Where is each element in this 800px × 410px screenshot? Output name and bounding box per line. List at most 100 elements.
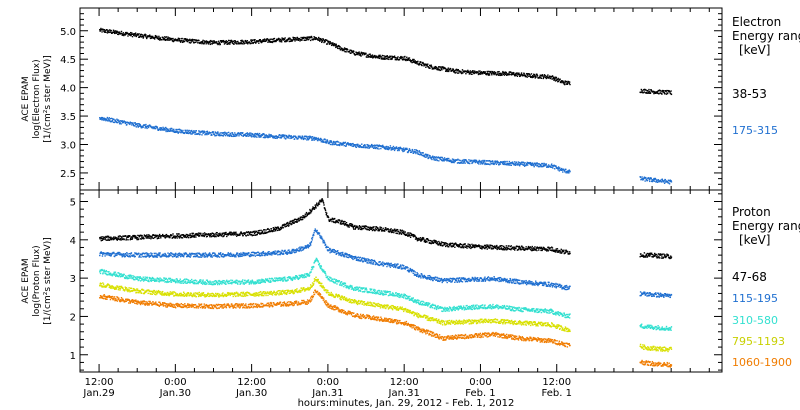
data-point xyxy=(533,164,535,166)
data-point xyxy=(191,133,193,135)
data-point xyxy=(403,59,405,61)
data-point xyxy=(650,177,652,180)
data-point xyxy=(444,244,446,246)
data-point xyxy=(289,137,291,140)
data-point xyxy=(179,131,181,133)
data-point xyxy=(112,118,114,121)
data-point xyxy=(179,253,181,255)
data-point xyxy=(145,123,147,126)
data-point xyxy=(431,156,434,158)
data-point xyxy=(449,159,451,161)
data-point xyxy=(405,59,407,62)
data-point xyxy=(281,226,283,228)
data-point xyxy=(372,228,375,231)
data-point xyxy=(349,144,351,146)
data-point xyxy=(211,232,214,235)
data-point xyxy=(293,218,296,221)
data-point xyxy=(268,39,270,41)
data-point xyxy=(642,256,645,258)
data-point xyxy=(280,228,282,230)
data-point xyxy=(329,219,331,222)
data-point xyxy=(450,161,453,164)
data-point xyxy=(105,239,107,241)
data-point xyxy=(176,255,178,257)
data-point xyxy=(295,249,298,252)
data-point xyxy=(393,146,395,149)
data-point xyxy=(526,161,528,164)
data-point xyxy=(115,32,117,34)
data-point xyxy=(396,228,398,231)
data-point xyxy=(254,41,257,43)
data-point xyxy=(645,177,647,179)
data-point xyxy=(668,179,670,182)
data-point xyxy=(117,235,120,238)
data-point xyxy=(139,253,142,256)
data-point xyxy=(551,75,553,78)
data-point xyxy=(213,133,216,136)
data-point xyxy=(239,253,241,256)
data-point xyxy=(534,246,536,248)
data-point xyxy=(438,240,440,243)
data-point xyxy=(120,120,122,122)
data-point xyxy=(252,231,254,233)
data-point xyxy=(200,41,203,43)
data-point xyxy=(426,241,428,243)
data-point xyxy=(438,68,440,71)
data-point xyxy=(207,42,209,44)
data-point xyxy=(309,242,311,244)
data-point xyxy=(371,227,373,229)
data-point xyxy=(283,137,286,139)
data-point xyxy=(426,155,429,157)
data-point xyxy=(173,130,175,132)
data-point xyxy=(224,233,227,235)
data-point xyxy=(545,249,547,251)
data-point xyxy=(179,255,182,258)
data-point xyxy=(217,255,220,258)
data-point xyxy=(657,179,660,181)
data-point xyxy=(327,216,330,219)
data-point xyxy=(220,254,222,256)
data-point xyxy=(153,38,156,40)
data-point xyxy=(402,231,404,234)
data-point xyxy=(262,250,265,253)
data-point xyxy=(385,227,387,229)
data-point xyxy=(177,40,179,42)
data-point xyxy=(185,40,188,42)
data-point xyxy=(533,165,535,168)
data-point xyxy=(360,145,362,148)
data-point xyxy=(556,78,559,81)
data-point xyxy=(504,161,507,163)
data-point xyxy=(486,248,488,250)
data-point xyxy=(286,40,288,42)
data-point xyxy=(358,51,360,53)
data-point xyxy=(385,145,388,148)
data-point xyxy=(395,230,397,232)
data-point xyxy=(495,247,497,249)
data-point xyxy=(471,243,473,246)
data-point xyxy=(241,233,244,235)
data-point xyxy=(311,236,314,239)
data-point xyxy=(452,160,455,162)
data-point xyxy=(307,39,309,41)
data-point xyxy=(297,138,299,140)
data-point xyxy=(557,167,559,170)
data-point xyxy=(210,232,212,235)
x-tick-label-time: 12:00 xyxy=(542,377,571,388)
data-point xyxy=(203,131,205,133)
data-point xyxy=(177,254,180,256)
data-point xyxy=(516,164,519,166)
data-point xyxy=(117,119,120,121)
data-point xyxy=(301,135,304,138)
data-point xyxy=(123,120,125,122)
data-point xyxy=(182,235,185,237)
data-point xyxy=(253,254,255,256)
data-point xyxy=(290,39,293,41)
data-point xyxy=(285,223,287,226)
data-point xyxy=(404,234,407,237)
data-point xyxy=(652,180,654,182)
data-point xyxy=(229,39,231,42)
data-point xyxy=(349,52,352,54)
data-point xyxy=(234,135,236,138)
data-point xyxy=(319,199,321,202)
data-point xyxy=(335,46,337,49)
